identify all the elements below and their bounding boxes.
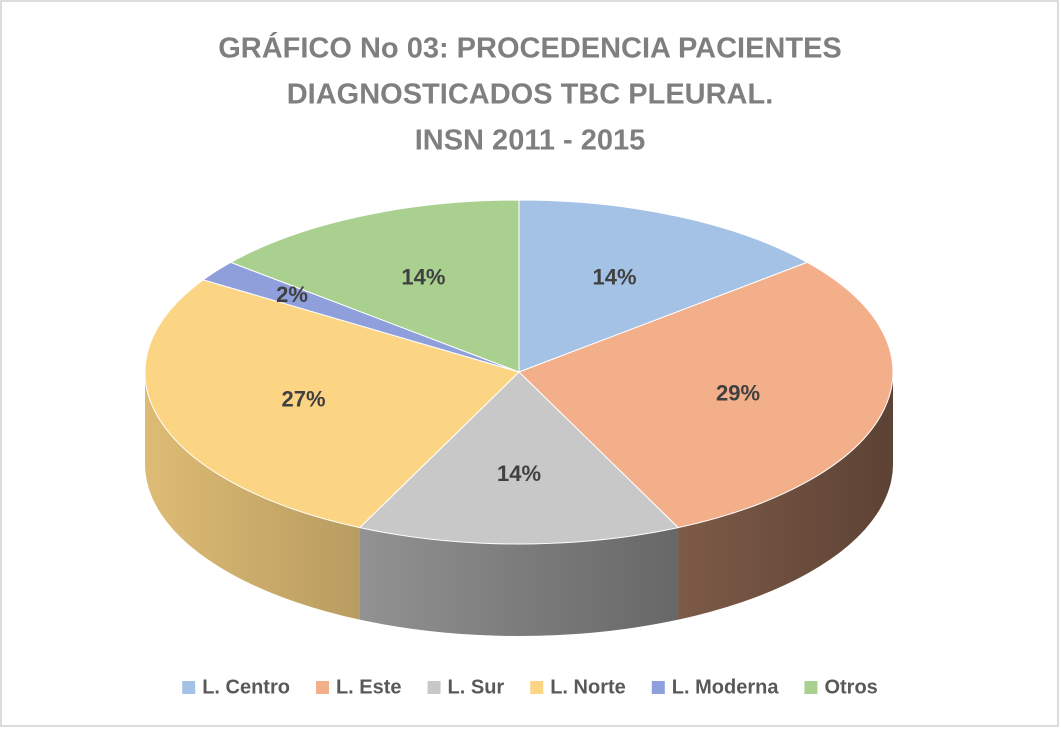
chart-title: DIAGNOSTICADOS TBC PLEURAL. bbox=[287, 79, 774, 111]
side-shade bbox=[145, 372, 893, 636]
slice bbox=[358, 371, 680, 545]
legend-swatch bbox=[315, 681, 329, 694]
legend-label: L. Sur bbox=[448, 676, 505, 698]
legend-swatch bbox=[427, 681, 441, 694]
slice bbox=[229, 199, 520, 373]
data-label: 29% bbox=[716, 380, 760, 405]
slice bbox=[518, 261, 894, 529]
data-label: 14% bbox=[593, 264, 637, 289]
legend-swatch bbox=[804, 681, 818, 694]
legend-swatch bbox=[530, 681, 544, 694]
legend-label: L. Norte bbox=[550, 676, 626, 698]
chart-title: GRÁFICO No 03: PROCEDENCIA PACIENTES bbox=[218, 31, 842, 65]
slice bbox=[144, 279, 520, 529]
data-label: 14% bbox=[497, 461, 541, 486]
data-label: 2% bbox=[276, 282, 308, 307]
legend-label: L. Moderna bbox=[672, 676, 780, 698]
legend-label: L. Centro bbox=[202, 676, 290, 698]
legend-swatch bbox=[651, 681, 665, 694]
data-label: 27% bbox=[281, 387, 325, 412]
legend-label: Otros bbox=[824, 676, 877, 698]
legend-swatch bbox=[182, 681, 196, 694]
data-label: 14% bbox=[401, 264, 445, 289]
chart-title: INSN 2011 - 2015 bbox=[415, 125, 646, 157]
legend-label: L. Este bbox=[336, 676, 402, 698]
slice bbox=[518, 199, 809, 373]
